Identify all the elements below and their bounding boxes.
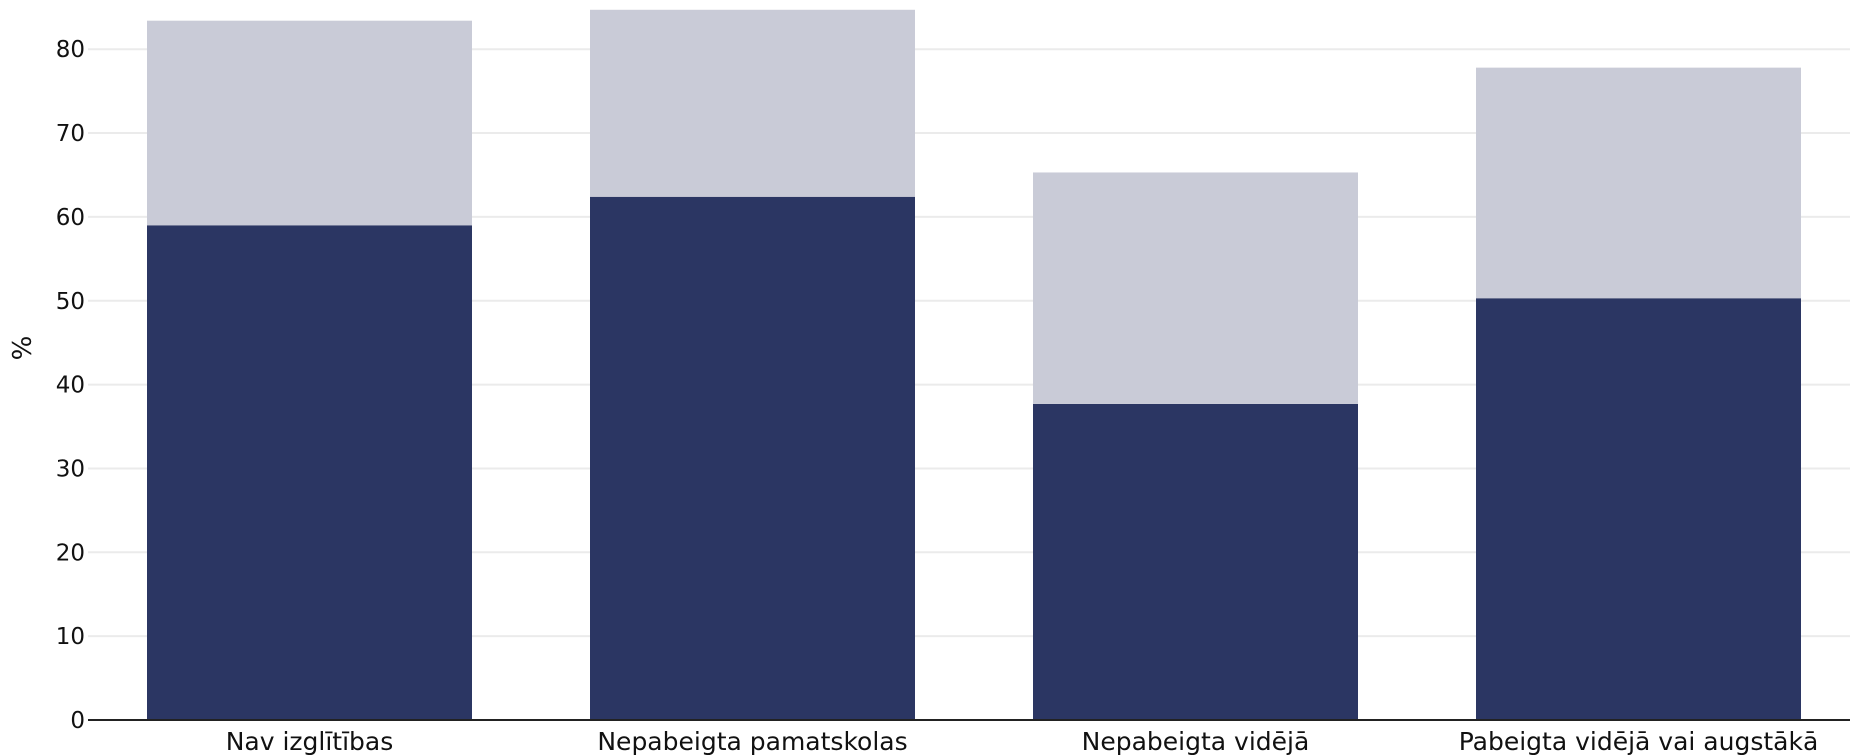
y-tick-label: 40 — [56, 373, 85, 399]
bars — [147, 9, 1801, 720]
y-axis-ticks: 0 10 20 30 40 50 60 70 80 — [56, 37, 85, 734]
bar-segment-series-1 — [590, 196, 915, 720]
bar-segment-series-1 — [1033, 403, 1358, 720]
x-category-label: Nav izglītības — [226, 727, 394, 755]
y-tick-label: 70 — [56, 121, 85, 147]
y-tick-label: 50 — [56, 289, 85, 315]
bar-segment-series-2 — [1476, 67, 1801, 299]
x-category-label: Nepabeigta vidējā — [1082, 727, 1310, 755]
x-category-label: Pabeigta vidējā vai augstākā — [1459, 727, 1819, 755]
y-tick-label: 10 — [56, 624, 85, 650]
y-tick-label: 0 — [70, 708, 85, 734]
bar-segment-series-1 — [1476, 298, 1801, 720]
y-tick-label: 20 — [56, 540, 85, 566]
bar-segment-series-1 — [147, 225, 472, 720]
bar-segment-series-2 — [1033, 172, 1358, 404]
y-axis-label: % — [8, 336, 38, 361]
y-tick-label: 80 — [56, 37, 85, 63]
bar-segment-series-2 — [590, 9, 915, 197]
x-axis-categories: Nav izglītības Nepabeigta pamatskolas Nepa… — [226, 727, 1819, 755]
y-tick-label: 30 — [56, 456, 85, 482]
y-tick-label: 60 — [56, 205, 85, 231]
x-category-label: Nepabeigta pamatskolas — [597, 727, 907, 755]
bar-segment-series-2 — [147, 20, 472, 226]
